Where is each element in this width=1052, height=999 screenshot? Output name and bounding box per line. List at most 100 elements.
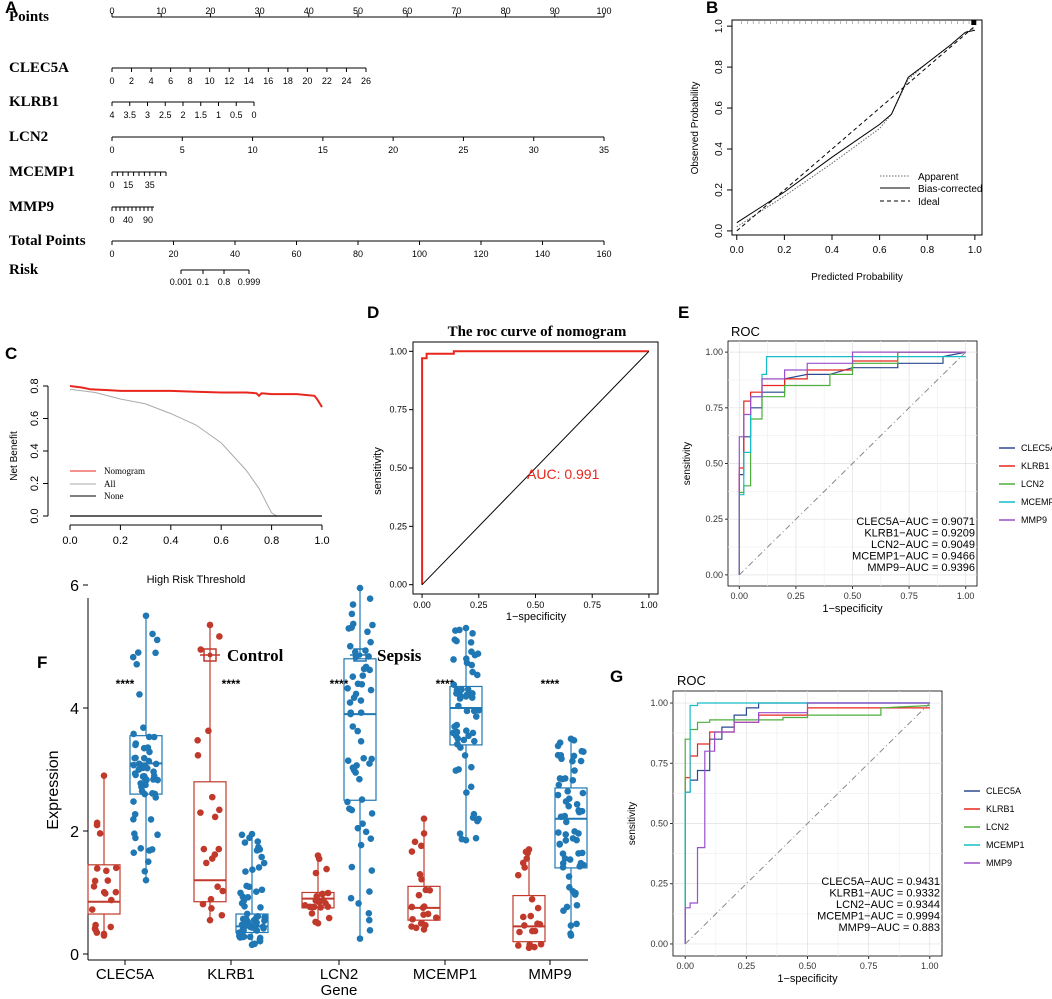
legend-label: Apparent bbox=[918, 172, 959, 183]
data-point bbox=[557, 751, 565, 759]
chart-title: ROC bbox=[731, 324, 760, 339]
x-tick-label: 0.00 bbox=[413, 600, 431, 610]
data-point bbox=[152, 760, 160, 768]
legend-label: CLEC5A bbox=[986, 786, 1021, 796]
data-point bbox=[319, 896, 327, 904]
data-point bbox=[154, 776, 161, 784]
y-tick-label: 0.00 bbox=[389, 580, 407, 590]
data-point bbox=[200, 845, 208, 853]
x-tick-label: KLRB1 bbox=[207, 966, 255, 983]
data-point bbox=[93, 929, 101, 936]
nomogram-row-label: LCN2 bbox=[9, 129, 48, 145]
x-tick-label: 0.2 bbox=[777, 245, 791, 256]
data-point bbox=[312, 869, 320, 877]
nomogram-tick-label: 0 bbox=[109, 215, 114, 225]
nomogram-tick-label: 0.001 bbox=[170, 277, 193, 287]
data-point bbox=[415, 891, 423, 899]
data-point bbox=[561, 812, 569, 820]
y-axis-label: Net Benefit bbox=[9, 431, 20, 481]
nomogram-tick-label: 1.5 bbox=[194, 110, 207, 120]
series-line-diagonal bbox=[684, 702, 931, 945]
data-point bbox=[150, 733, 158, 741]
nomogram-tick-label: 25 bbox=[458, 145, 468, 155]
significance-label: **** bbox=[116, 677, 135, 691]
data-point bbox=[352, 769, 359, 776]
x-tick-label: 0.4 bbox=[825, 245, 839, 256]
nomogram-tick-label: 20 bbox=[205, 6, 215, 16]
x-tick-label: 0.25 bbox=[470, 600, 488, 610]
nomogram-tick-label: 120 bbox=[473, 249, 488, 259]
data-point bbox=[260, 859, 268, 867]
data-point bbox=[149, 790, 156, 797]
data-point bbox=[358, 796, 366, 803]
data-point bbox=[516, 928, 523, 936]
data-point bbox=[575, 808, 583, 816]
nomogram-row-label: CLEC5A bbox=[9, 60, 69, 76]
data-point bbox=[348, 863, 356, 871]
auc-text: KLRB1−AUC = 0.9332 bbox=[829, 888, 940, 900]
data-point bbox=[357, 841, 365, 849]
roc-genes-training-panel: 0.00 0.25 0.50 0.75 1.00 0.00 0.25 0.50 0.75 1.00… bbox=[682, 324, 1052, 615]
x-tick-label: 0.00 bbox=[731, 591, 749, 601]
data-point bbox=[470, 707, 478, 715]
nomogram-tick-label: 80 bbox=[353, 249, 363, 259]
series-line-diagonal bbox=[421, 350, 650, 586]
y-tick-label: 0.75 bbox=[389, 405, 407, 415]
data-point bbox=[216, 633, 223, 640]
y-tick-label: 0.2 bbox=[29, 476, 41, 491]
y-tick-label: 0.6 bbox=[29, 411, 41, 426]
y-axis-label: sensitivity bbox=[627, 802, 638, 845]
data-point bbox=[344, 757, 352, 764]
data-point bbox=[257, 904, 264, 911]
legend-label: MCEMP1 bbox=[986, 840, 1025, 850]
auc-text: LCN2−AUC = 0.9049 bbox=[871, 539, 975, 551]
x-axis-label: Gene bbox=[321, 982, 358, 999]
nomogram-row-label: Points bbox=[9, 9, 49, 25]
data-point bbox=[107, 923, 115, 931]
panel-label-g: G bbox=[610, 667, 623, 686]
data-point bbox=[347, 710, 354, 718]
nomogram-tick-label: 2 bbox=[129, 76, 134, 86]
x-tick-label: MCEMP1 bbox=[413, 966, 477, 983]
y-tick-label: 0.50 bbox=[389, 463, 407, 473]
data-point bbox=[572, 889, 579, 897]
data-point bbox=[206, 916, 214, 924]
nomogram-tick-label: 3 bbox=[145, 110, 150, 120]
box-body bbox=[449, 685, 483, 746]
series-line-nomogram bbox=[69, 385, 323, 408]
data-point bbox=[527, 912, 535, 920]
box-body bbox=[193, 781, 227, 903]
data-point bbox=[555, 829, 562, 836]
data-point bbox=[348, 610, 356, 618]
data-point bbox=[408, 903, 416, 911]
data-point bbox=[408, 848, 416, 855]
chart-title: The roc curve of nomogram bbox=[448, 324, 627, 340]
data-point bbox=[241, 839, 249, 846]
data-point bbox=[90, 883, 98, 890]
data-point bbox=[360, 754, 367, 762]
data-point bbox=[365, 653, 372, 660]
data-point bbox=[242, 915, 250, 923]
data-point bbox=[556, 841, 563, 848]
auc-text: CLEC5A−AUC = 0.9071 bbox=[856, 516, 975, 528]
y-axis-label: sensitivity bbox=[372, 447, 384, 495]
data-point bbox=[456, 626, 463, 634]
data-point bbox=[205, 727, 212, 735]
data-point bbox=[253, 914, 260, 921]
nomogram-tick-label: 2 bbox=[180, 110, 185, 120]
x-tick-label: MMP9 bbox=[528, 966, 571, 983]
panel-label-c: C bbox=[5, 344, 17, 363]
data-point bbox=[471, 737, 478, 745]
data-point bbox=[367, 835, 375, 842]
nomogram-tick-label: 4 bbox=[109, 110, 114, 120]
data-point bbox=[366, 888, 373, 895]
legend-label: Bias-corrected bbox=[918, 184, 982, 195]
data-point bbox=[356, 584, 364, 592]
data-point bbox=[555, 781, 563, 789]
data-point bbox=[349, 601, 357, 608]
nomogram-tick-label: 0 bbox=[109, 249, 114, 259]
x-axis-label: 1−specificity bbox=[506, 611, 567, 623]
data-point bbox=[317, 904, 324, 911]
data-point bbox=[559, 860, 567, 867]
data-point bbox=[141, 790, 149, 798]
